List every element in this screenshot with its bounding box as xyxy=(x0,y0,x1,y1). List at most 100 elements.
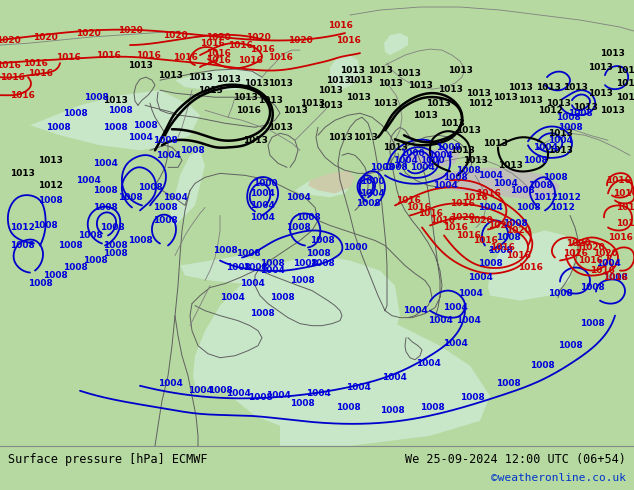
Text: 1008: 1008 xyxy=(63,109,87,118)
Text: 1016: 1016 xyxy=(463,193,488,202)
Text: 1013: 1013 xyxy=(448,66,472,74)
Text: 1004: 1004 xyxy=(415,359,441,368)
Text: 1008: 1008 xyxy=(436,143,460,152)
Text: 1016: 1016 xyxy=(418,209,443,218)
Text: 1008: 1008 xyxy=(558,341,583,350)
Text: 1012: 1012 xyxy=(533,193,557,202)
Text: 1008: 1008 xyxy=(138,183,162,192)
Text: 1016: 1016 xyxy=(27,69,53,77)
Text: 1013: 1013 xyxy=(616,79,634,88)
Polygon shape xyxy=(180,255,270,284)
Text: 1004: 1004 xyxy=(306,389,330,398)
Text: 1008: 1008 xyxy=(248,393,273,402)
Text: 1004: 1004 xyxy=(346,383,370,392)
Text: 1012: 1012 xyxy=(467,98,493,108)
Text: 1013: 1013 xyxy=(548,129,573,138)
Text: 1008: 1008 xyxy=(37,196,62,205)
Text: 1013: 1013 xyxy=(413,111,437,120)
Polygon shape xyxy=(330,55,360,90)
Text: 1008: 1008 xyxy=(383,163,408,172)
Text: 1008: 1008 xyxy=(548,289,573,298)
Text: 1004: 1004 xyxy=(75,176,100,185)
Text: 1008: 1008 xyxy=(443,173,467,182)
Text: 1013: 1013 xyxy=(268,123,292,132)
Text: 1004: 1004 xyxy=(533,143,557,152)
Text: 1004: 1004 xyxy=(382,373,406,382)
Text: 1004: 1004 xyxy=(250,201,275,210)
Text: 1013: 1013 xyxy=(600,106,624,115)
Text: 1008: 1008 xyxy=(309,236,334,245)
Text: 1013: 1013 xyxy=(368,66,392,74)
Text: 1016: 1016 xyxy=(607,233,633,242)
Text: 1008: 1008 xyxy=(290,276,314,285)
Text: 1012: 1012 xyxy=(10,223,34,232)
Text: 1008: 1008 xyxy=(496,379,521,388)
Text: 1013: 1013 xyxy=(198,86,223,95)
Text: 1004: 1004 xyxy=(285,193,311,202)
Text: Surface pressure [hPa] ECMWF: Surface pressure [hPa] ECMWF xyxy=(8,453,207,466)
Text: 1012: 1012 xyxy=(37,181,62,190)
Text: 1020: 1020 xyxy=(245,32,270,42)
Text: 1016: 1016 xyxy=(450,199,474,208)
Text: 1008: 1008 xyxy=(93,203,117,212)
Text: 1020: 1020 xyxy=(163,30,188,40)
Text: 1013: 1013 xyxy=(562,83,588,92)
Text: 1004: 1004 xyxy=(155,151,181,160)
Text: 1004: 1004 xyxy=(240,279,264,288)
Text: 1008: 1008 xyxy=(555,113,580,122)
Text: 1004: 1004 xyxy=(127,133,152,142)
Text: 1004: 1004 xyxy=(250,189,275,198)
Text: 1013: 1013 xyxy=(616,66,634,74)
Text: 1008: 1008 xyxy=(477,259,502,268)
Text: 1013: 1013 xyxy=(299,98,325,108)
Text: 1016: 1016 xyxy=(517,263,543,272)
Text: 1016: 1016 xyxy=(472,236,498,245)
Text: 1013: 1013 xyxy=(283,106,307,115)
Text: 1013: 1013 xyxy=(158,71,183,80)
Text: 1008: 1008 xyxy=(306,249,330,258)
Text: 1008: 1008 xyxy=(32,221,57,230)
Polygon shape xyxy=(220,281,490,446)
Text: 1008: 1008 xyxy=(286,223,311,232)
Text: 1013: 1013 xyxy=(573,103,597,112)
Text: 1004: 1004 xyxy=(458,289,482,298)
Text: 1013: 1013 xyxy=(353,133,377,142)
Text: 1008: 1008 xyxy=(579,319,604,328)
Text: 1004: 1004 xyxy=(477,171,502,180)
Text: ©weatheronline.co.uk: ©weatheronline.co.uk xyxy=(491,473,626,483)
Text: 1013: 1013 xyxy=(548,146,573,155)
Text: 1020: 1020 xyxy=(506,226,531,235)
Text: 1004: 1004 xyxy=(188,386,212,395)
Text: 1016: 1016 xyxy=(238,56,262,65)
Polygon shape xyxy=(30,90,200,150)
Text: 1004: 1004 xyxy=(392,156,417,165)
Text: 1016: 1016 xyxy=(0,61,20,70)
Text: 1000: 1000 xyxy=(359,177,384,186)
Text: 1008: 1008 xyxy=(46,123,70,132)
Text: 1004: 1004 xyxy=(250,213,275,222)
Text: 1008: 1008 xyxy=(456,166,481,175)
Text: 1016: 1016 xyxy=(23,59,48,68)
Text: 1013: 1013 xyxy=(243,79,268,88)
Text: 1013: 1013 xyxy=(340,66,365,74)
Polygon shape xyxy=(308,171,355,194)
Text: 1008: 1008 xyxy=(133,121,157,130)
Text: 1013: 1013 xyxy=(396,69,420,77)
Text: 1013: 1013 xyxy=(233,93,257,102)
Polygon shape xyxy=(193,255,400,391)
Text: 1004: 1004 xyxy=(467,273,493,282)
Text: 1013: 1013 xyxy=(37,156,62,165)
Text: 1020: 1020 xyxy=(118,25,143,35)
Text: 1008: 1008 xyxy=(370,163,394,172)
Text: 1013: 1013 xyxy=(216,74,240,84)
Text: 1008: 1008 xyxy=(250,309,275,318)
Text: 1016: 1016 xyxy=(236,106,261,115)
Text: 1008: 1008 xyxy=(100,223,124,232)
Text: 1013: 1013 xyxy=(188,73,212,82)
Text: 1008: 1008 xyxy=(567,109,592,118)
Text: 1012: 1012 xyxy=(550,203,574,212)
Text: 1016: 1016 xyxy=(430,216,455,225)
Text: 1016: 1016 xyxy=(328,21,353,29)
Polygon shape xyxy=(405,147,460,168)
Text: 1008: 1008 xyxy=(603,273,628,282)
